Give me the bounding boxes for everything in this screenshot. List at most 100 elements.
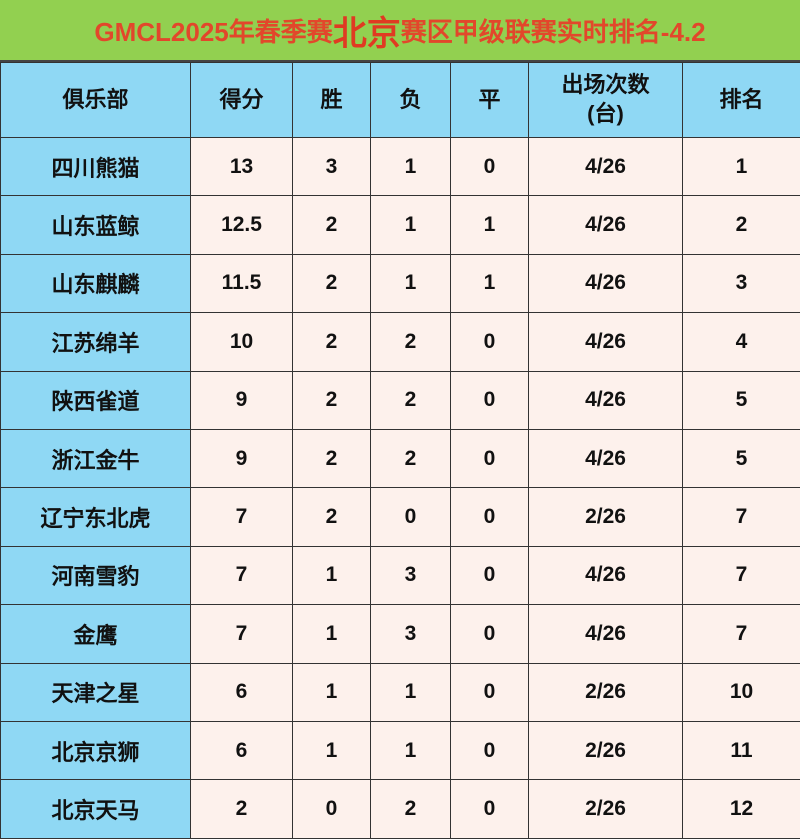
cell-losses: 2 (371, 780, 451, 838)
cell-games-played: 4/26 (529, 313, 683, 371)
cell-wins: 0 (293, 780, 371, 838)
cell-club: 金鹰 (1, 605, 191, 663)
cell-club: 天津之星 (1, 663, 191, 721)
cell-wins: 1 (293, 663, 371, 721)
cell-draws: 0 (451, 605, 529, 663)
column-header-rank: 排名 (683, 63, 800, 138)
cell-draws: 1 (451, 196, 529, 254)
cell-club: 山东麒麟 (1, 254, 191, 312)
cell-losses: 2 (371, 429, 451, 487)
cell-games-played: 2/26 (529, 488, 683, 546)
cell-games-played: 4/26 (529, 429, 683, 487)
cell-rank: 2 (683, 196, 800, 254)
cell-games-played: 4/26 (529, 371, 683, 429)
title-highlight: 北京 (333, 6, 401, 55)
cell-draws: 0 (451, 138, 529, 196)
cell-wins: 2 (293, 196, 371, 254)
cell-draws: 0 (451, 780, 529, 838)
cell-club: 辽宁东北虎 (1, 488, 191, 546)
cell-draws: 0 (451, 663, 529, 721)
cell-wins: 2 (293, 313, 371, 371)
cell-draws: 0 (451, 721, 529, 779)
cell-rank: 4 (683, 313, 800, 371)
cell-rank: 12 (683, 780, 800, 838)
cell-wins: 2 (293, 254, 371, 312)
cell-losses: 1 (371, 721, 451, 779)
cell-score: 10 (191, 313, 293, 371)
cell-wins: 2 (293, 371, 371, 429)
header-row: 俱乐部得分胜负平出场次数 (台)排名 (1, 63, 800, 138)
cell-games-played: 4/26 (529, 138, 683, 196)
cell-wins: 1 (293, 721, 371, 779)
cell-losses: 1 (371, 138, 451, 196)
cell-score: 9 (191, 371, 293, 429)
cell-losses: 3 (371, 605, 451, 663)
cell-wins: 3 (293, 138, 371, 196)
cell-draws: 0 (451, 371, 529, 429)
cell-games-played: 4/26 (529, 546, 683, 604)
cell-rank: 1 (683, 138, 800, 196)
cell-wins: 2 (293, 488, 371, 546)
cell-score: 9 (191, 429, 293, 487)
cell-wins: 1 (293, 605, 371, 663)
cell-losses: 1 (371, 196, 451, 254)
cell-club: 北京天马 (1, 780, 191, 838)
cell-rank: 7 (683, 488, 800, 546)
cell-rank: 5 (683, 429, 800, 487)
cell-score: 2 (191, 780, 293, 838)
page-title: GMCL2025年春季赛北京赛区甲级联赛实时排名-4.2 (0, 0, 800, 62)
cell-club: 江苏绵羊 (1, 313, 191, 371)
column-header-losses: 负 (371, 63, 451, 138)
cell-score: 6 (191, 721, 293, 779)
cell-losses: 2 (371, 313, 451, 371)
cell-losses: 1 (371, 663, 451, 721)
cell-score: 7 (191, 546, 293, 604)
column-header-wins: 胜 (293, 63, 371, 138)
column-header-games-played: 出场次数 (台) (529, 63, 683, 138)
cell-rank: 3 (683, 254, 800, 312)
cell-rank: 11 (683, 721, 800, 779)
cell-score: 11.5 (191, 254, 293, 312)
cell-score: 13 (191, 138, 293, 196)
cell-club: 河南雪豹 (1, 546, 191, 604)
title-prefix: GMCL2025年春季赛 (94, 12, 332, 49)
cell-score: 12.5 (191, 196, 293, 254)
cell-club: 陕西雀道 (1, 371, 191, 429)
cell-score: 6 (191, 663, 293, 721)
cell-score: 7 (191, 488, 293, 546)
cell-wins: 2 (293, 429, 371, 487)
cell-draws: 0 (451, 429, 529, 487)
cell-score: 7 (191, 605, 293, 663)
cell-rank: 10 (683, 663, 800, 721)
cell-games-played: 4/26 (529, 254, 683, 312)
cell-games-played: 2/26 (529, 721, 683, 779)
cell-draws: 1 (451, 254, 529, 312)
cell-club: 北京京狮 (1, 721, 191, 779)
cell-losses: 3 (371, 546, 451, 604)
cell-losses: 2 (371, 371, 451, 429)
cell-games-played: 2/26 (529, 663, 683, 721)
cell-draws: 0 (451, 546, 529, 604)
cell-rank: 7 (683, 546, 800, 604)
column-header-score: 得分 (191, 63, 293, 138)
cell-wins: 1 (293, 546, 371, 604)
cell-games-played: 4/26 (529, 605, 683, 663)
column-header-draws: 平 (451, 63, 529, 138)
cell-club: 四川熊猫 (1, 138, 191, 196)
cell-losses: 0 (371, 488, 451, 546)
column-header-club: 俱乐部 (1, 63, 191, 138)
cell-losses: 1 (371, 254, 451, 312)
cell-rank: 5 (683, 371, 800, 429)
